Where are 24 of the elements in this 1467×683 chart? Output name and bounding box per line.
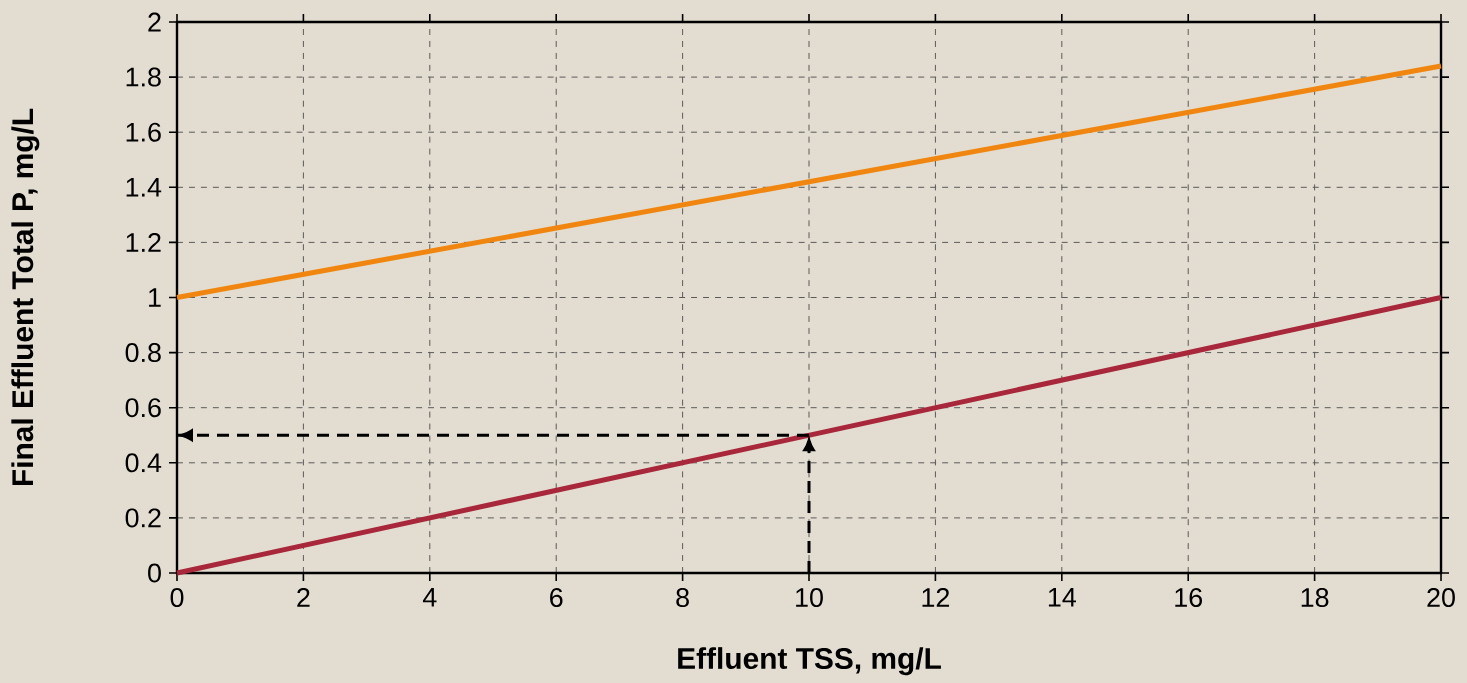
y-tick-label: 1: [149, 288, 161, 307]
y-tick-label: 1.2: [126, 233, 161, 252]
x-axis-title: Effluent TSS, mg/L: [678, 647, 941, 676]
y-tick-label: 0.4: [125, 453, 162, 473]
y-tick-label: 1.4: [126, 178, 162, 197]
x-tick-label: 12: [922, 588, 950, 607]
y-axis-title: Final Effluent Total P, mg/L: [11, 108, 40, 486]
y-tick-label: 0.8: [125, 343, 161, 363]
x-tick-label: 4: [422, 588, 437, 607]
y-tick-label: 0.6: [125, 398, 161, 418]
y-tick-label: 1.8: [126, 67, 161, 87]
x-tick-label: 18: [1301, 588, 1329, 608]
y-tick-label: 2: [148, 12, 161, 32]
x-tick-label: 14: [1048, 588, 1076, 607]
x-tick-label: 16: [1175, 588, 1202, 608]
x-tick-label: 6: [550, 588, 563, 608]
y-tick-label: 0: [148, 563, 161, 583]
x-tick-label: 8: [676, 588, 689, 608]
y-tick-label: 1.6: [126, 122, 161, 142]
x-tick-label: 2: [297, 588, 310, 607]
x-tick-label: 0: [170, 588, 184, 608]
x-tick-label: 20: [1427, 588, 1455, 608]
x-tick-label: 10: [796, 588, 823, 608]
y-tick-label: 0.2: [125, 508, 161, 528]
